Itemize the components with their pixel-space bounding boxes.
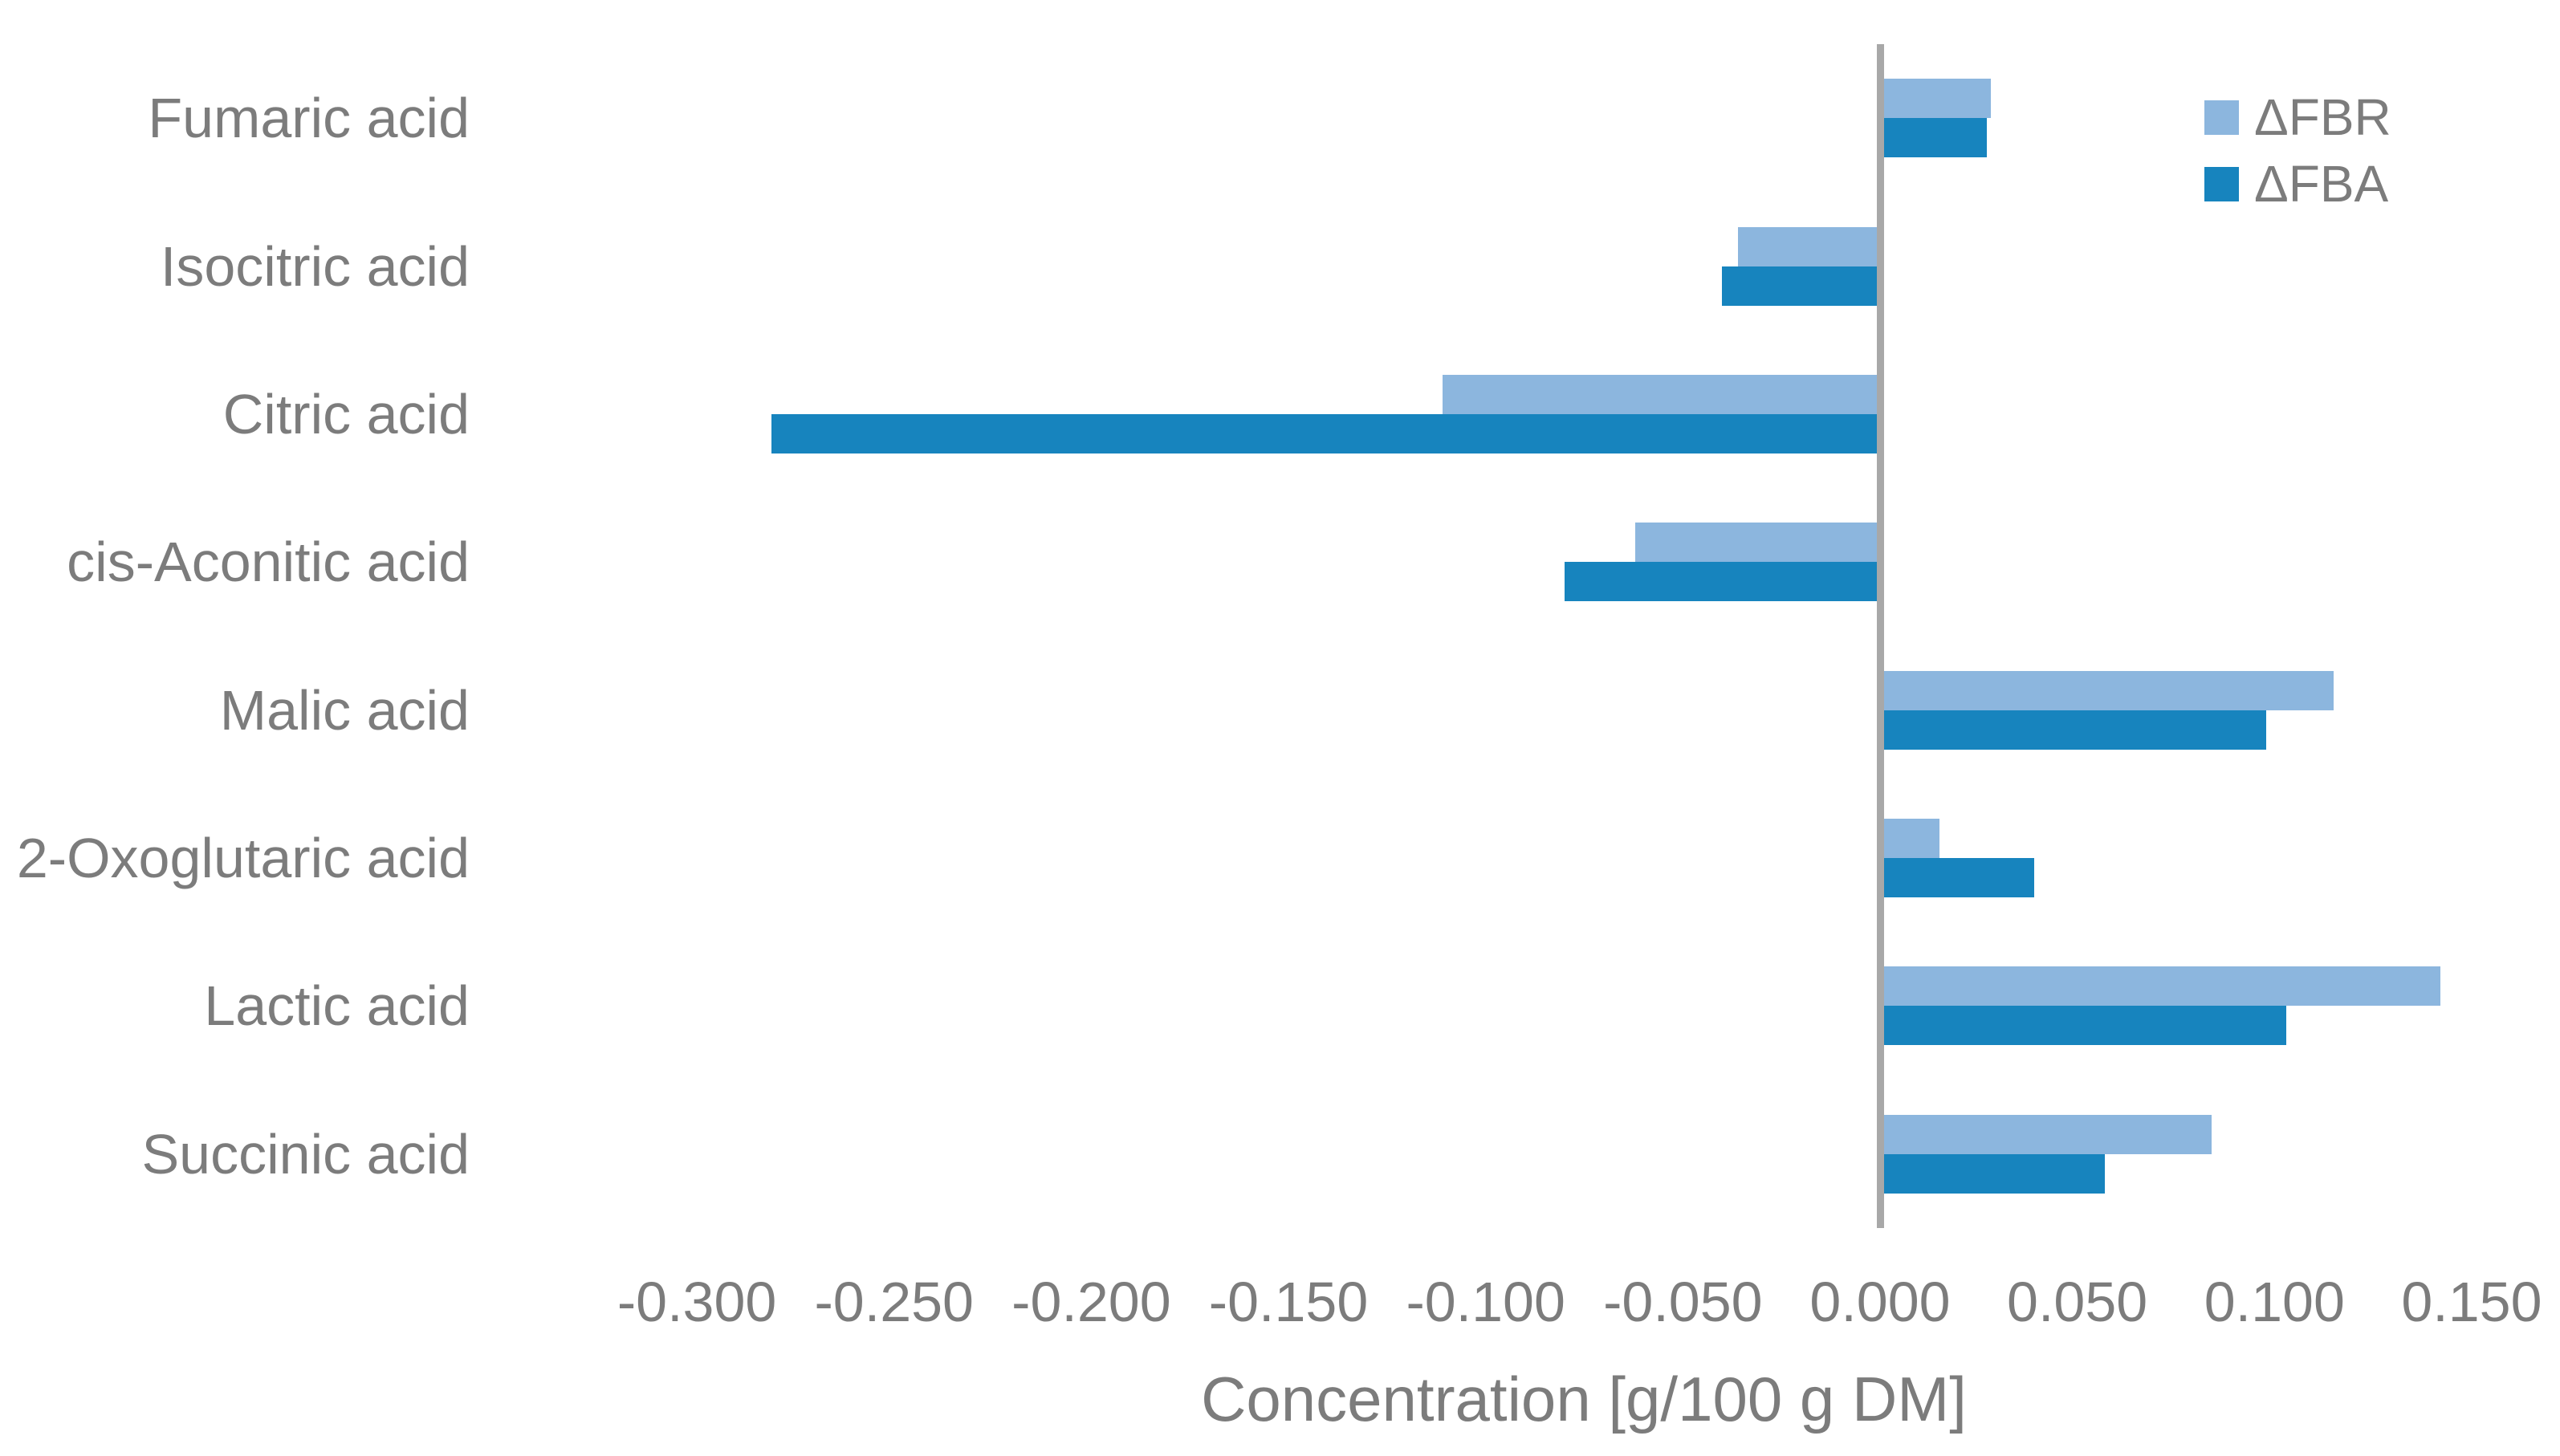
bar-fbr-lactic-acid <box>1880 966 2440 1007</box>
bar-fbr-malic-acid <box>1880 670 2334 710</box>
legend-swatch-fbr <box>2204 100 2239 135</box>
x-tick--0.200: -0.200 <box>1011 1271 1171 1333</box>
category-label-cis-aconitic-acid: cis-Aconitic acid <box>67 531 470 594</box>
bar-fba-2-oxoglutaric-acid <box>1880 858 2034 898</box>
category-label-citric-acid: Citric acid <box>222 382 470 445</box>
bar-fbr-succinic-acid <box>1880 1114 2212 1154</box>
zero-axis-line <box>1877 44 1884 1228</box>
category-label-succinic-acid: Succinic acid <box>141 1122 470 1186</box>
bar-fba-succinic-acid <box>1880 1153 2106 1194</box>
bar-fba-cis-aconitic-acid <box>1564 562 1880 602</box>
bar-fba-isocitric-acid <box>1722 266 1880 306</box>
x-tick--0.300: -0.300 <box>617 1271 777 1333</box>
x-tick--0.100: -0.100 <box>1406 1271 1565 1333</box>
legend-label-fba: ΔFBA <box>2254 155 2389 213</box>
bar-fba-fumaric-acid <box>1880 118 1987 158</box>
bar-fba-lactic-acid <box>1880 1006 2287 1046</box>
legend: ΔFBR ΔFBA <box>2204 88 2391 226</box>
x-tick--0.250: -0.250 <box>814 1271 974 1333</box>
bar-fbr-cis-aconitic-acid <box>1635 523 1880 563</box>
x-tick-0.150: 0.150 <box>2401 1271 2542 1333</box>
bar-fbr-citric-acid <box>1442 374 1880 414</box>
legend-label-fbr: ΔFBR <box>2254 88 2391 146</box>
legend-entry-fbr: ΔFBR <box>2204 88 2391 146</box>
x-tick--0.050: -0.050 <box>1603 1271 1763 1333</box>
legend-entry-fba: ΔFBA <box>2204 155 2391 213</box>
bar-fba-malic-acid <box>1880 710 2267 750</box>
bar-fba-citric-acid <box>771 413 1880 453</box>
category-label-2-oxoglutaric-acid: 2-Oxoglutaric acid <box>16 827 470 890</box>
category-label-malic-acid: Malic acid <box>219 678 470 742</box>
bar-fbr-isocitric-acid <box>1738 226 1880 266</box>
x-tick-0.100: 0.100 <box>2204 1271 2345 1333</box>
legend-swatch-fba <box>2204 166 2239 201</box>
x-tick--0.150: -0.150 <box>1208 1271 1369 1333</box>
bar-fbr-fumaric-acid <box>1880 79 1991 119</box>
category-label-fumaric-acid: Fumaric acid <box>148 87 470 150</box>
x-tick-0.000: 0.000 <box>1809 1271 1951 1333</box>
x-tick-0.050: 0.050 <box>2007 1271 2148 1333</box>
bar-fbr-2-oxoglutaric-acid <box>1880 819 1939 859</box>
category-label-lactic-acid: Lactic acid <box>204 974 470 1038</box>
category-label-isocitric-acid: Isocitric acid <box>160 234 470 298</box>
x-axis-title: Concentration [g/100 g DM] <box>1201 1364 1967 1434</box>
